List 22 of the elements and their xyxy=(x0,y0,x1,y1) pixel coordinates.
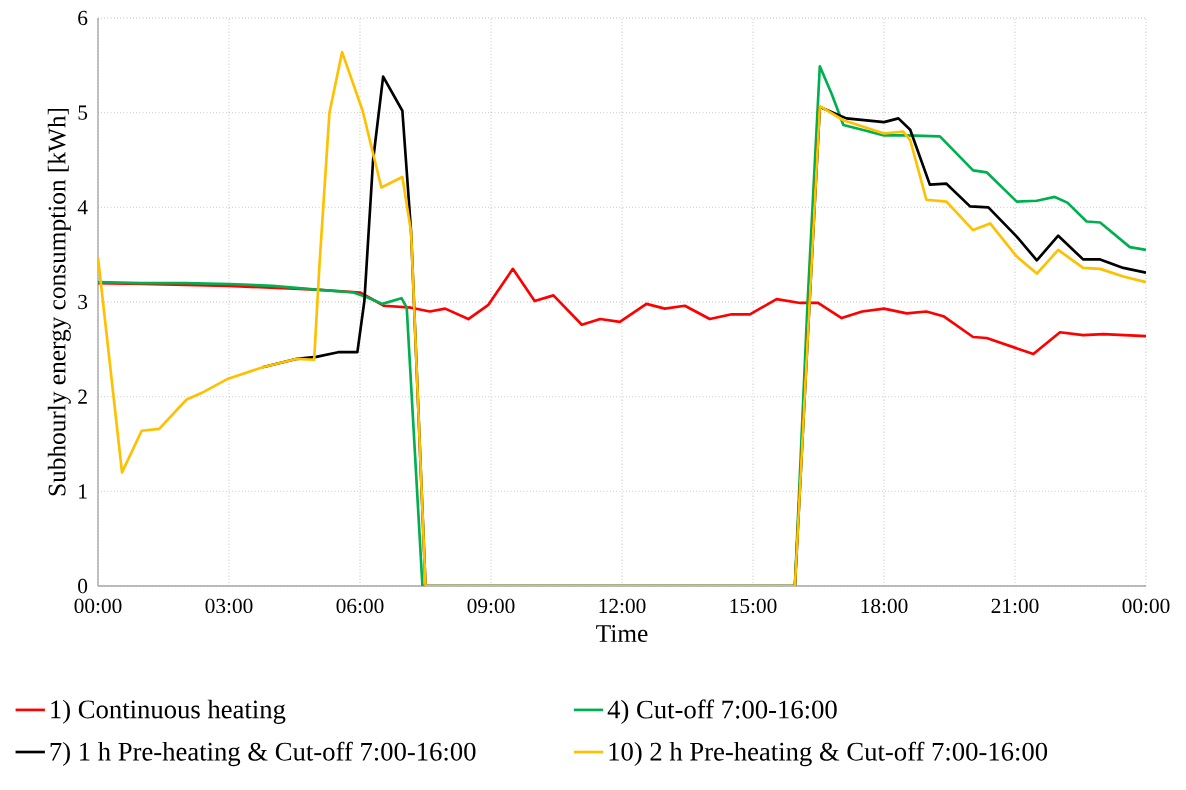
x-tick-label: 21:00 xyxy=(991,598,1039,614)
x-axis-title: Time xyxy=(596,625,648,643)
legend-label: 4) Cut-off 7:00-16:00 xyxy=(607,699,837,724)
x-tick-label: 15:00 xyxy=(730,598,777,614)
legend-label: 7) 1 h Pre-heating & Cut-off 7:00-16:00 xyxy=(50,741,476,767)
y-tick-label: 1 xyxy=(79,484,87,499)
y-tick-label: 6 xyxy=(78,10,88,26)
legend-label: 10) 2 h Pre-heating & Cut-off 7:00-16:00 xyxy=(609,741,1048,767)
x-tick-label: 00:00 xyxy=(74,598,122,614)
y-axis-title: Subhourly energy consumption [kWh] xyxy=(47,108,71,496)
x-tick-label: 06:00 xyxy=(336,598,384,614)
y-tick-label: 3 xyxy=(78,294,88,310)
y-tick-label: 0 xyxy=(78,578,88,594)
x-tick-label: 12:00 xyxy=(599,598,646,614)
legend-label: 1) Continuous heating xyxy=(51,699,286,724)
x-tick-label: 03:00 xyxy=(205,598,253,614)
y-tick-label: 5 xyxy=(78,105,88,120)
y-tick-label: 2 xyxy=(78,389,87,404)
x-tick-label: 09:00 xyxy=(467,598,515,614)
y-tick-label: 4 xyxy=(77,200,88,215)
x-tick-label: 18:00 xyxy=(861,598,908,614)
x-tick-label: 00:00 xyxy=(1122,598,1170,614)
